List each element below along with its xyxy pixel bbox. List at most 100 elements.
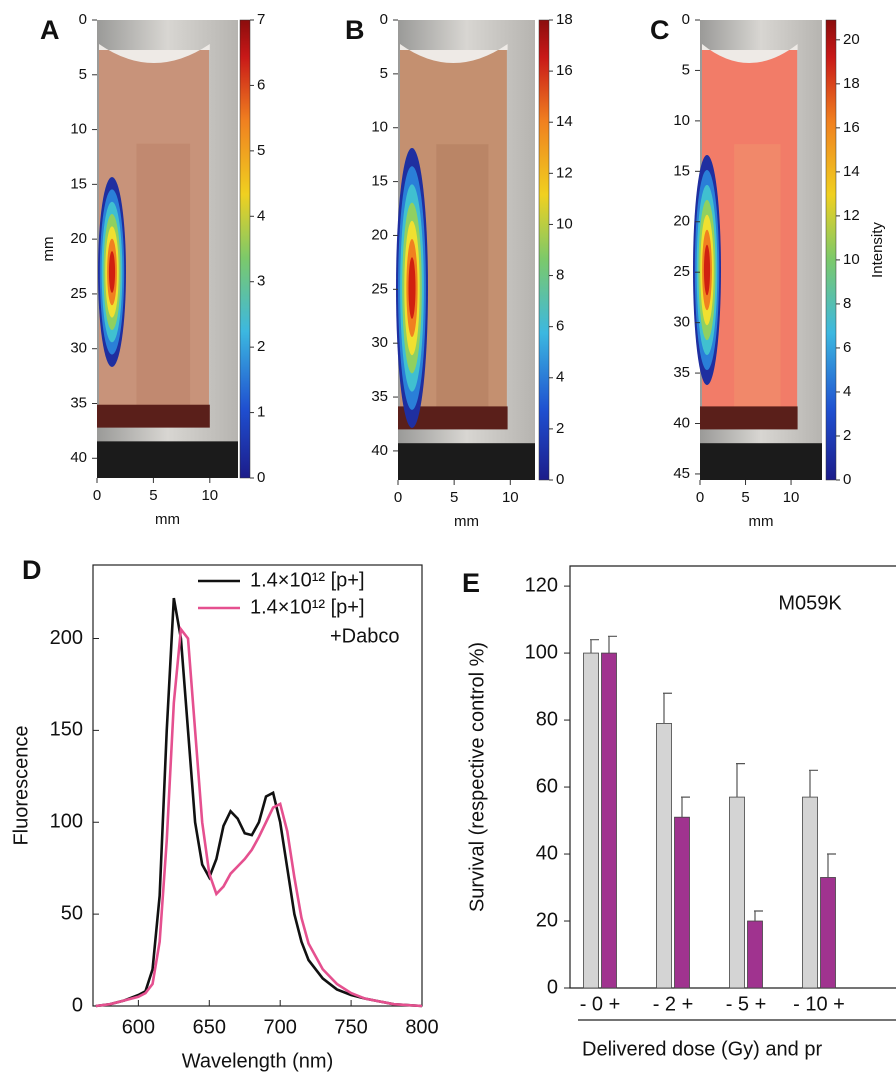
y-tick-label: 20	[536, 909, 558, 931]
y-tick-label: 25	[70, 285, 87, 302]
y-tick-label: 10	[673, 112, 690, 129]
colorbar	[538, 19, 550, 481]
colorbar-tick-label: 16	[843, 119, 860, 136]
plot-frame	[92, 564, 423, 1007]
x-tick-label: 5	[450, 489, 458, 506]
colorbar-tick-label: 2	[257, 338, 265, 355]
colorbar-tick-label: 4	[556, 369, 564, 386]
y-tick-label: 40	[371, 442, 388, 459]
colorbar-tick-label: 1	[257, 404, 265, 421]
legend-label-suffix: +Dabco	[330, 625, 400, 647]
colorbar-tick-label: 6	[556, 318, 564, 335]
colorbar-tick-label: 4	[257, 207, 265, 224]
colorbar-tick-label: 0	[556, 471, 564, 488]
stage	[700, 443, 822, 480]
colorbar-tick-label: 14	[843, 163, 860, 180]
y-axis-label: Fluorescence	[10, 725, 32, 845]
bar	[747, 920, 763, 989]
colorbar-tick-label: 12	[556, 164, 573, 181]
panel-label: B	[345, 15, 365, 45]
y-tick-label: 0	[547, 976, 558, 998]
x-tick-label: - 5 +	[726, 993, 767, 1015]
cuvette-bottom	[700, 406, 798, 430]
y-tick-label: 20	[371, 226, 388, 243]
colorbar	[239, 19, 251, 479]
colorbar-tick-label: 6	[843, 339, 851, 356]
y-tick-label: 40	[536, 842, 558, 864]
colorbar-tick-label: 10	[843, 251, 860, 268]
y-tick-label: 15	[70, 175, 87, 192]
x-tick-label: 5	[741, 489, 749, 506]
error-bar	[681, 796, 690, 818]
x-tick-label: - 0 +	[580, 993, 621, 1015]
y-tick-label: 35	[70, 394, 87, 411]
y-tick-label: 100	[525, 641, 558, 663]
bar	[656, 723, 672, 989]
stage	[398, 443, 535, 480]
bar	[820, 877, 836, 989]
error-bar	[663, 692, 672, 724]
legend-label: 1.4×10¹² [p+]	[250, 569, 365, 591]
bar	[802, 796, 818, 989]
colorbar-tick-label: 16	[556, 62, 573, 79]
x-axis-label: mm	[749, 513, 774, 530]
x-tick-label: 5	[149, 487, 157, 504]
x-tick-label: 650	[193, 1016, 226, 1038]
y-tick-label: 5	[380, 65, 388, 82]
y-tick-label: 40	[673, 414, 690, 431]
panel-label: D	[22, 555, 42, 585]
colorbar-tick-label: 0	[843, 471, 851, 488]
colorbar-tick-label: 8	[843, 295, 851, 312]
intensity-blob	[703, 244, 711, 296]
y-tick-label: 30	[673, 314, 690, 331]
cuvette-inner	[136, 143, 191, 419]
colorbar-tick-label: 2	[556, 420, 564, 437]
colorbar-tick-label: 18	[843, 75, 860, 92]
series-line	[95, 625, 423, 1008]
bar	[729, 796, 745, 989]
cuvette-inner	[734, 144, 781, 421]
x-tick-label: 800	[405, 1016, 438, 1038]
stage	[97, 441, 238, 478]
y-tick-label: 35	[673, 364, 690, 381]
intensity-blob	[108, 251, 116, 293]
colorbar-tick-label: 12	[843, 207, 860, 224]
y-tick-label: 0	[380, 11, 388, 28]
y-tick-label: 25	[673, 263, 690, 280]
y-tick-label: 100	[50, 811, 83, 833]
y-tick-label: 10	[70, 121, 87, 138]
colorbar-tick-label: 0	[257, 469, 265, 486]
colorbar-tick-label: 8	[556, 267, 564, 284]
x-tick-label: 10	[783, 489, 800, 506]
colorbar-tick-label: 20	[843, 31, 860, 48]
y-tick-label: 60	[536, 775, 558, 797]
colorbar-tick-label: 7	[257, 11, 265, 28]
cuvette-bottom	[97, 404, 210, 428]
error-bar	[736, 763, 745, 798]
colorbar-tick-label: 4	[843, 383, 851, 400]
meniscus	[400, 44, 508, 63]
y-tick-label: 120	[525, 574, 558, 596]
colorbar-tick-label: 10	[556, 215, 573, 232]
colorbar-tick-label: 18	[556, 11, 573, 28]
y-axis-label: mm	[40, 237, 57, 262]
x-tick-label: - 10 +	[793, 993, 845, 1015]
y-tick-label: 45	[673, 465, 690, 482]
x-tick-label: 0	[394, 489, 402, 506]
y-tick-label: 50	[61, 902, 83, 924]
cuvette-bottom	[398, 406, 508, 430]
cuvette-inner	[436, 144, 489, 421]
x-tick-label: 700	[264, 1016, 297, 1038]
colorbar-tick-label: 5	[257, 142, 265, 159]
intensity-blob	[408, 257, 416, 319]
bar	[674, 816, 690, 989]
panel-label: C	[650, 15, 670, 45]
y-tick-label: 10	[371, 119, 388, 136]
y-tick-label: 40	[70, 449, 87, 466]
y-tick-label: 5	[682, 61, 690, 78]
colorbar-tick-label: 6	[257, 76, 265, 93]
x-axis-label: Delivered dose (Gy) and pr	[582, 1038, 822, 1060]
x-tick-label: 10	[502, 489, 519, 506]
y-tick-label: 30	[70, 340, 87, 357]
